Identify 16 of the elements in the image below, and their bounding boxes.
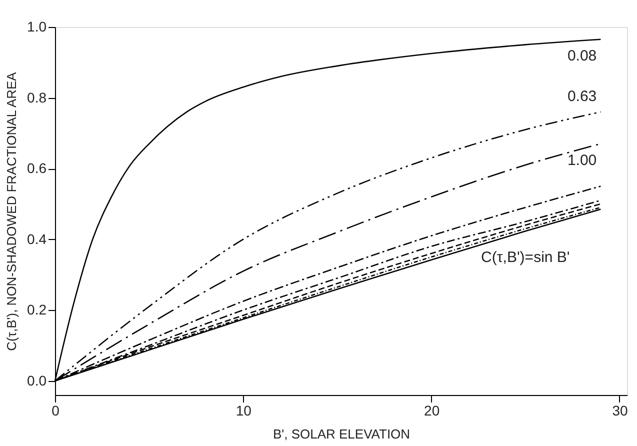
- x-tick-label: 0: [52, 402, 60, 418]
- y-tick-label: 1.0: [27, 18, 47, 34]
- annotation: 1.00: [567, 152, 597, 169]
- x-tick-label: 10: [236, 402, 252, 418]
- annotation: C(τ,B')=sin B': [481, 249, 570, 266]
- x-tick-label: 30: [612, 402, 628, 418]
- annotation: 0.08: [567, 47, 597, 64]
- y-tick-label: 0.6: [27, 160, 47, 176]
- y-tick-label: 0.2: [27, 302, 47, 318]
- y-tick-label: 0.4: [27, 230, 47, 247]
- y-axis-title: C(τ,B'), NON-SHADOWED FRACTIONAL AREA: [4, 72, 20, 351]
- x-tick-label: 20: [424, 402, 440, 418]
- x-axis-title: B', SOLAR ELEVATION: [272, 426, 410, 442]
- y-tick-label: 0.8: [27, 89, 47, 106]
- y-tick-label: 0.0: [27, 372, 47, 388]
- annotation: 0.63: [567, 88, 597, 105]
